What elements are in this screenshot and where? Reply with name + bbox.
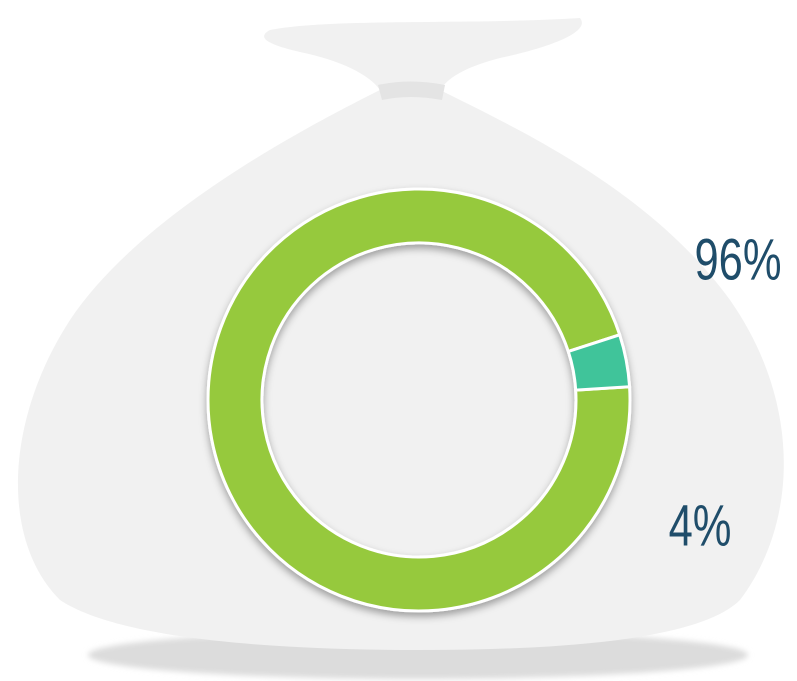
donut-segment [206,187,632,613]
donut [206,187,632,613]
bag-knot [378,81,445,100]
donut-segment [566,332,632,392]
value-label: 96% [694,227,781,291]
value-label: 4% [669,493,732,557]
